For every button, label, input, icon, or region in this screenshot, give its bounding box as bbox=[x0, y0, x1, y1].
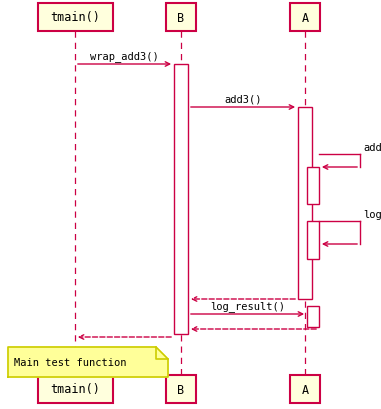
Text: tmain(): tmain() bbox=[50, 11, 100, 25]
Bar bbox=[298, 108, 312, 299]
Bar bbox=[307, 168, 319, 204]
Bar bbox=[37, 4, 112, 32]
Text: Main test function: Main test function bbox=[14, 357, 126, 367]
Polygon shape bbox=[8, 347, 168, 377]
Bar bbox=[166, 375, 196, 403]
Bar bbox=[166, 4, 196, 32]
Text: A: A bbox=[301, 11, 309, 25]
Text: log_result(): log_result() bbox=[210, 300, 285, 311]
Text: log_result(): log_result() bbox=[363, 209, 381, 220]
Bar bbox=[307, 221, 319, 259]
Text: A: A bbox=[301, 382, 309, 396]
Text: add(): add() bbox=[363, 143, 381, 153]
Bar bbox=[37, 375, 112, 403]
Bar bbox=[174, 65, 188, 334]
Bar bbox=[290, 4, 320, 32]
Text: B: B bbox=[178, 11, 184, 25]
Text: wrap_add3(): wrap_add3() bbox=[90, 51, 159, 62]
Text: add3(): add3() bbox=[224, 95, 262, 105]
Text: B: B bbox=[178, 382, 184, 396]
Bar bbox=[290, 375, 320, 403]
Bar bbox=[307, 306, 319, 327]
Text: tmain(): tmain() bbox=[50, 382, 100, 396]
